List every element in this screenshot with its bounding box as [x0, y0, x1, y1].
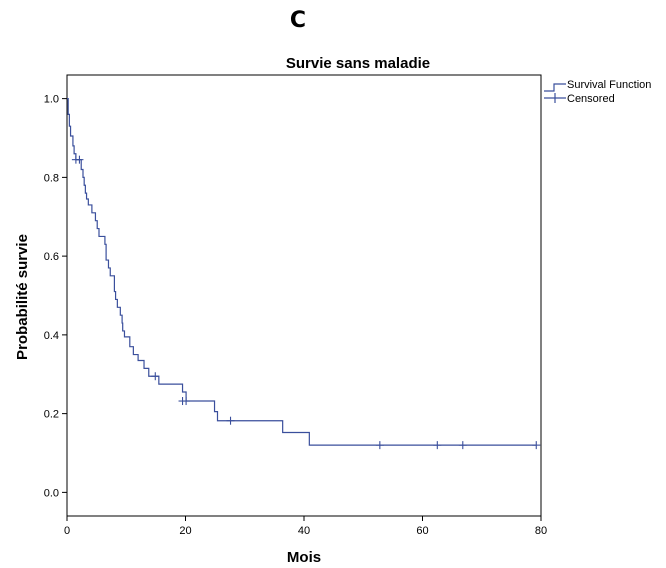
x-tick-label: 60: [416, 525, 428, 537]
censored-marker: [532, 441, 541, 450]
y-tick-label: 0.8: [44, 172, 59, 184]
y-tick-label: 0.6: [44, 251, 59, 263]
chart-title: Survie sans maladie: [286, 55, 430, 72]
censored-marker: [375, 441, 384, 450]
censored-marker: [151, 372, 160, 381]
y-tick-label: 0.2: [44, 409, 59, 421]
censored-markers: [71, 155, 541, 450]
censored-marker: [182, 397, 191, 406]
survival-function-line: [67, 98, 537, 446]
x-tick-label: 40: [298, 525, 310, 537]
x-tick-label: 0: [64, 525, 70, 537]
y-tick-label: 1.0: [44, 94, 59, 106]
y-axis-label: Probabilité survie: [14, 234, 31, 360]
legend-survival-function: Survival Function: [567, 79, 651, 91]
y-tick-label: 0.4: [44, 330, 59, 342]
x-tick-label: 80: [535, 525, 547, 537]
censored-marker: [75, 155, 84, 164]
censored-marker: [458, 441, 467, 450]
panel-letter: C: [289, 8, 307, 33]
censored-legend-icon: [544, 93, 566, 103]
survival-function-legend-icon: [544, 83, 566, 92]
legend-censored: Censored: [567, 93, 615, 105]
x-axis-label: Mois: [287, 549, 321, 566]
plot-area: [66, 74, 542, 517]
x-axis: 0 20 40 60 80: [64, 516, 547, 537]
chart-legend: Survival Function Censored: [544, 79, 651, 105]
y-tick-label: 0.0: [44, 487, 59, 499]
censored-marker: [433, 441, 442, 450]
x-tick-label: 20: [179, 525, 191, 537]
y-axis: 0.0 0.2 0.4 0.6 0.8 1.0: [44, 94, 67, 499]
censored-marker: [226, 416, 235, 425]
